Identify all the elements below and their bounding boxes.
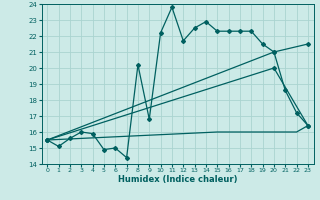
X-axis label: Humidex (Indice chaleur): Humidex (Indice chaleur) [118, 175, 237, 184]
